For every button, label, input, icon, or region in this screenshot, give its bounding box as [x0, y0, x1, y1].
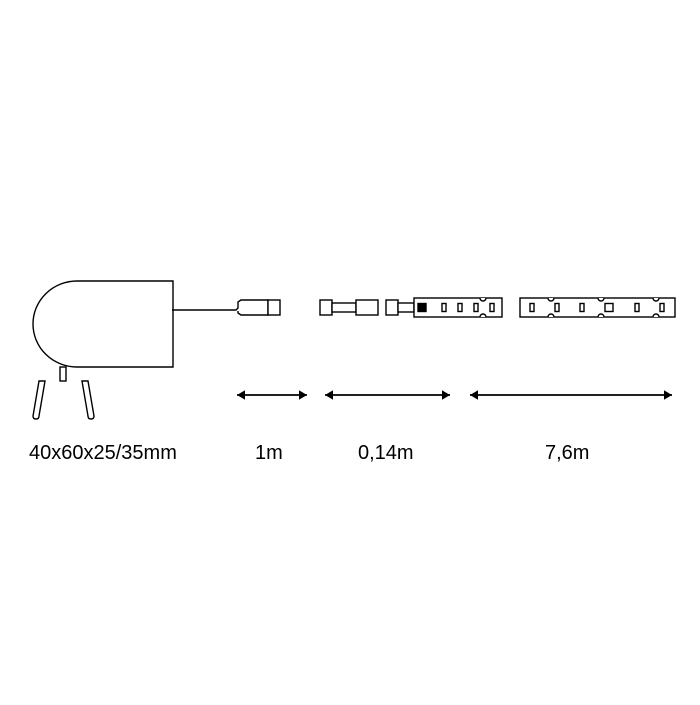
adapter-body [33, 281, 173, 367]
diagram-canvas: 40x60x25/35mm 1m 0,14m 7,6m [0, 0, 700, 700]
strip-length-label: 7,6m [545, 442, 589, 465]
diagram-svg [0, 0, 700, 700]
adapter-dimensions-label: 40x60x25/35mm [29, 442, 177, 465]
connector-length-label: 0,14m [358, 442, 414, 465]
cable-length-label: 1m [255, 442, 283, 465]
